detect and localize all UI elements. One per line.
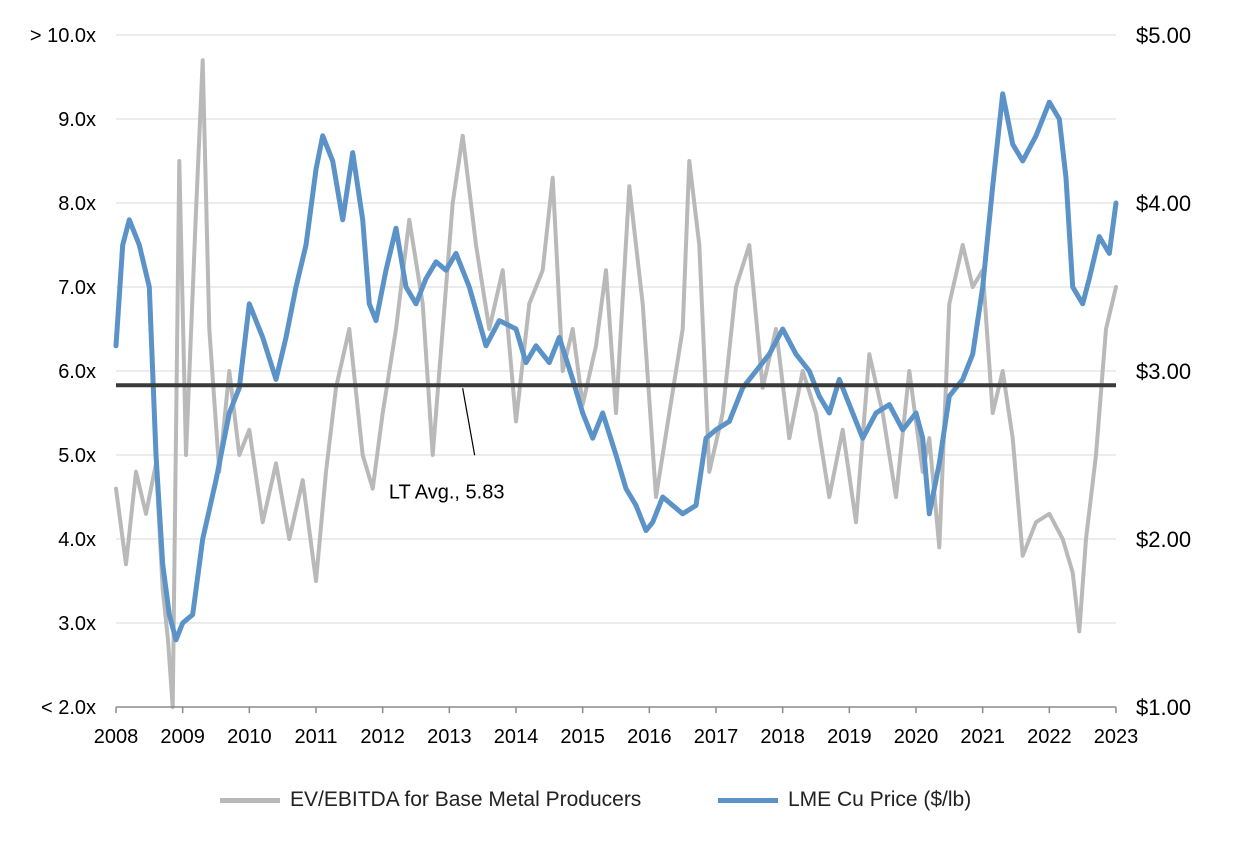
x-tick-label: 2022 [1027,726,1072,748]
x-tick-label: 2011 [294,726,337,748]
legend-swatch-lme-cu [718,797,778,803]
line-chart: LT Avg., 5.83 > 10.0x 9.0x 8.0x 7.0x 6.0x 5.0… [30,23,1191,748]
legend-item-ev-ebitda: EV/EBITDA for Base Metal Producers [220,780,641,820]
x-tick-label: 2017 [694,726,739,748]
y-right-tick-label: $3.00 [1136,359,1191,384]
y-right-tick-label: $1.00 [1136,695,1191,720]
x-tick-label: 2009 [160,726,205,748]
y-left-tick-label: 8.0x [58,193,96,215]
y-left-tick-label: 9.0x [58,109,96,131]
lt-average-annotation: LT Avg., 5.83 [389,481,505,503]
x-tick-label: 2008 [94,726,139,748]
y-left-tick-label: 4.0x [58,529,96,551]
y-left-tick-label: 3.0x [58,613,96,635]
x-tick-label: 2010 [227,726,272,748]
x-tick-label: 2014 [494,726,539,748]
reference-layer: LT Avg., 5.83 [116,383,1116,503]
x-tick-label: 2020 [894,726,939,748]
gridlines [116,34,1116,624]
x-tick-label: 2023 [1094,726,1139,748]
series-layer [113,58,1119,709]
tick-labels: > 10.0x 9.0x 8.0x 7.0x 6.0x 5.0x 4.0x 3.0x < 2.0… [30,23,1191,748]
y-left-tick-label: < 2.0x [41,697,96,719]
x-tick-label: 2012 [360,726,405,748]
legend-label-ev-ebitda: EV/EBITDA for Base Metal Producers [290,788,642,811]
legend-label-lme-cu: LME Cu Price ($/lb) [788,788,972,811]
series-lme-cu-line [113,91,1119,643]
chart-legend: EV/EBITDA for Base Metal Producers LME C… [0,780,1255,820]
y-left-tick-label: 6.0x [58,361,96,383]
x-tick-label: 2013 [427,726,472,748]
y-right-tick-label: $5.00 [1136,23,1191,48]
axes [115,706,1117,713]
annotation-leader-line [462,388,476,456]
y-right-tick-label: $4.00 [1136,191,1191,216]
y-right-tick-label: $2.00 [1136,527,1191,552]
series-ev-ebitda-line [114,58,1118,709]
x-tick-label: 2019 [827,726,872,748]
y-left-tick-label: 7.0x [58,277,96,299]
legend-item-lme-cu: LME Cu Price ($/lb) [718,780,971,820]
y-left-tick-label: > 10.0x [30,25,96,47]
x-tick-label: 2018 [760,726,805,748]
x-tick-label: 2016 [627,726,672,748]
x-tick-label: 2015 [560,726,605,748]
legend-swatch-ev-ebitda [220,797,280,803]
x-tick-label: 2021 [960,726,1005,748]
y-left-tick-label: 5.0x [58,445,96,467]
